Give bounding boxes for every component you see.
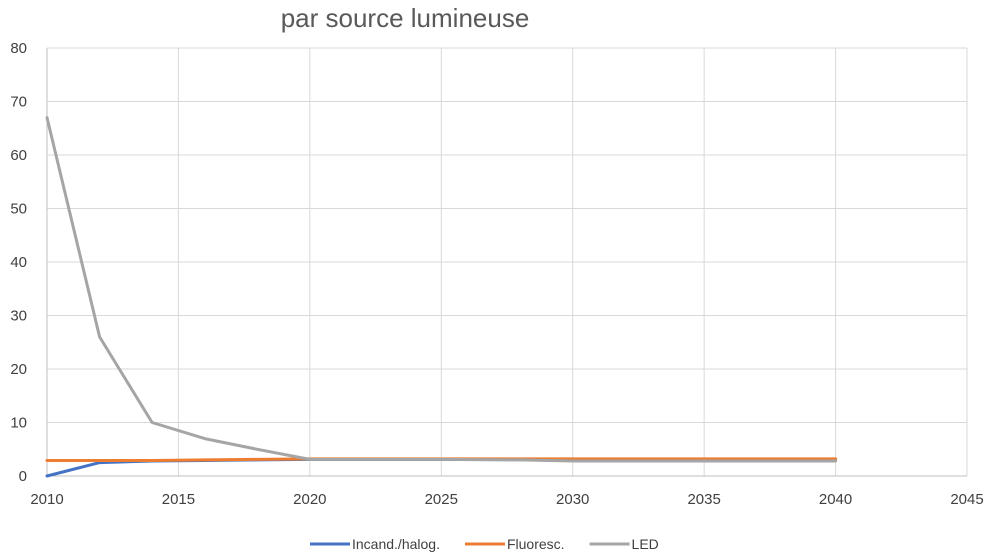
series-line-3 — [45, 116, 838, 463]
legend-item: Incand./halog. — [310, 536, 440, 552]
x-tick-label: 2010 — [30, 491, 63, 508]
x-tick-label: 2045 — [950, 491, 983, 508]
legend-item: LED — [589, 536, 659, 552]
y-tick-label: 60 — [10, 147, 27, 164]
y-tick-label: 20 — [10, 361, 27, 378]
y-tick-label: 80 — [10, 40, 27, 57]
x-tick-label: 2035 — [687, 491, 720, 508]
y-tick-labels: 0 10 20 30 40 50 60 70 80 — [10, 40, 27, 485]
y-tick-label: 30 — [10, 308, 27, 325]
x-tick-label: 2015 — [162, 491, 195, 508]
legend-item: Fluoresc. — [464, 536, 565, 552]
legend-label: Incand./halog. — [352, 536, 440, 552]
x-tick-label: 2020 — [293, 491, 326, 508]
series-line-2 — [45, 457, 838, 462]
y-tick-label: 70 — [10, 94, 27, 111]
chart-title: par source lumineuse — [281, 3, 530, 33]
x-tick-label: 2030 — [556, 491, 589, 508]
y-tick-label: 40 — [10, 254, 27, 271]
legend: Incand./halog. Fluoresc. LED — [310, 536, 659, 552]
y-tick-label: 0 — [19, 468, 27, 485]
y-gridlines — [47, 47, 967, 423]
legend-label: LED — [632, 536, 659, 552]
series-lines — [45, 116, 838, 478]
x-tick-labels: 2010 2015 2020 2025 2030 2035 2040 2045 — [30, 491, 983, 508]
x-tick-label: 2040 — [819, 491, 852, 508]
y-tick-label: 50 — [10, 201, 27, 218]
x-tick-label: 2025 — [425, 491, 458, 508]
legend-label: Fluoresc. — [507, 536, 565, 552]
x-gridlines — [177, 48, 968, 476]
y-tick-label: 10 — [10, 415, 27, 432]
